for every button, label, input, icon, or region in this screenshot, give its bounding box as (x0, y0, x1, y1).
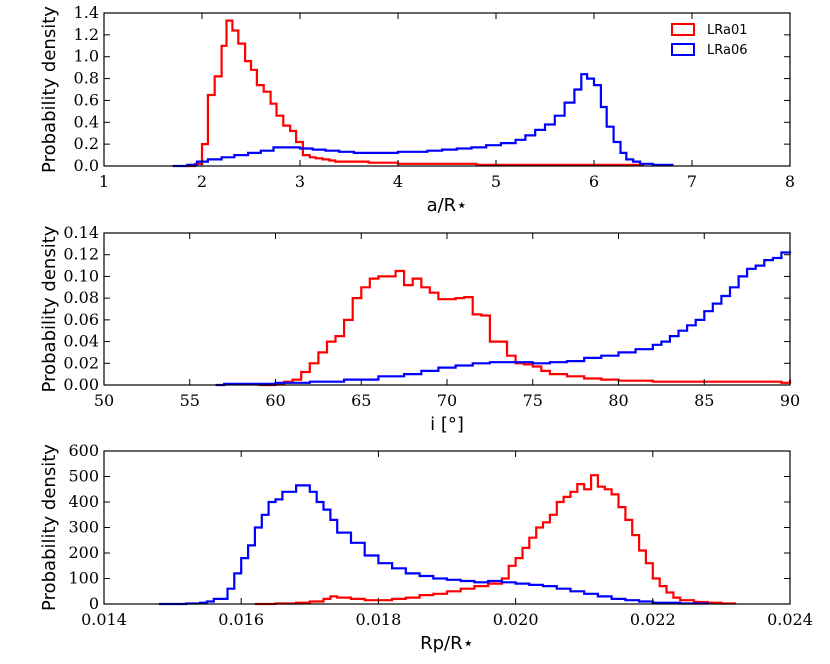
series-line-lra01-panel-3 (254, 474, 737, 606)
x-tick-label-panel-2: 60 (265, 391, 285, 410)
y-tick-label-panel-1: 0.6 (74, 90, 99, 109)
y-tick-label-panel-3: 500 (68, 467, 99, 486)
x-tick-label-panel-1: 3 (295, 172, 305, 191)
x-tick-label-panel-1: 7 (687, 172, 697, 191)
x-tick-label-panel-2: 75 (523, 391, 543, 410)
y-tick-label-panel-2: 0.08 (63, 288, 99, 307)
y-axis-label-panel-1: Probability density (39, 6, 60, 173)
y-tick-label-panel-2: 0.04 (63, 332, 99, 351)
x-tick-label-panel-3: 0.018 (355, 610, 401, 629)
y-axis-label-panel-2: Probability density (39, 225, 60, 392)
legend-label-lra06: LRa06 (707, 43, 748, 58)
y-tick-label-panel-2: 0.12 (63, 245, 99, 264)
series-line-lra06-panel-1 (172, 73, 674, 168)
y-tick-label-panel-1: 1.2 (74, 25, 99, 44)
y-tick-label-panel-3: 100 (68, 569, 99, 588)
x-tick-label-panel-2: 55 (180, 391, 200, 410)
x-tick-label-panel-2: 80 (608, 391, 628, 410)
y-tick-label-panel-1: 1.4 (74, 3, 99, 22)
x-tick-label-panel-1: 1 (99, 172, 109, 191)
x-tick-label-panel-3: 0.016 (218, 610, 264, 629)
legend-swatch-lra01 (671, 23, 695, 36)
y-axis-label-panel-3: Probability density (39, 444, 60, 611)
y-tick-label-panel-1: 0.2 (74, 134, 99, 153)
x-tick-label-panel-2: 90 (780, 391, 800, 410)
x-tick-label-panel-1: 4 (393, 172, 403, 191)
y-tick-label-panel-3: 600 (68, 441, 99, 460)
y-tick-label-panel-2: 0.10 (63, 266, 99, 285)
y-tick-label-panel-3: 0 (89, 594, 99, 613)
y-tick-label-panel-3: 200 (68, 543, 99, 562)
y-tick-label-panel-1: 1.0 (74, 47, 99, 66)
y-tick-label-panel-1: 0.4 (74, 112, 99, 131)
x-tick-label-panel-3: 0.020 (493, 610, 539, 629)
series-line-lra06-panel-2 (215, 251, 792, 387)
axes-frame-panel-3 (103, 450, 791, 605)
y-tick-label-panel-1: 0.8 (74, 69, 99, 88)
y-tick-label-panel-2: 0.06 (63, 310, 99, 329)
x-tick-label-panel-3: 0.024 (767, 610, 813, 629)
x-tick-label-panel-2: 85 (694, 391, 714, 410)
y-tick-label-panel-2: 0.14 (63, 223, 99, 242)
x-axis-label-panel-1: a/R⋆ (427, 195, 468, 216)
axes-frame-panel-1 (103, 12, 791, 167)
y-tick-label-panel-3: 300 (68, 518, 99, 537)
x-tick-label-panel-3: 0.014 (81, 610, 127, 629)
x-axis-label-panel-2: i [°] (430, 414, 464, 435)
y-tick-label-panel-2: 0.00 (63, 375, 99, 394)
x-tick-label-panel-1: 2 (197, 172, 207, 191)
legend-swatch-lra06 (671, 43, 695, 56)
y-tick-label-panel-2: 0.02 (63, 353, 99, 372)
x-axis-label-panel-3: Rp/R⋆ (420, 633, 474, 654)
y-tick-label-panel-1: 0.0 (74, 156, 99, 175)
x-tick-label-panel-2: 50 (94, 391, 114, 410)
x-tick-label-panel-1: 6 (589, 172, 599, 191)
series-line-lra01-panel-2 (258, 269, 792, 387)
axes-frame-panel-2 (103, 232, 791, 386)
x-tick-label-panel-1: 5 (491, 172, 501, 191)
legend-label-lra01: LRa01 (707, 23, 748, 38)
x-tick-label-panel-1: 8 (785, 172, 795, 191)
x-tick-label-panel-2: 65 (351, 391, 371, 410)
x-tick-label-panel-3: 0.022 (630, 610, 676, 629)
y-tick-label-panel-3: 400 (68, 492, 99, 511)
x-tick-label-panel-2: 70 (437, 391, 457, 410)
series-line-lra06-panel-3 (158, 484, 709, 606)
